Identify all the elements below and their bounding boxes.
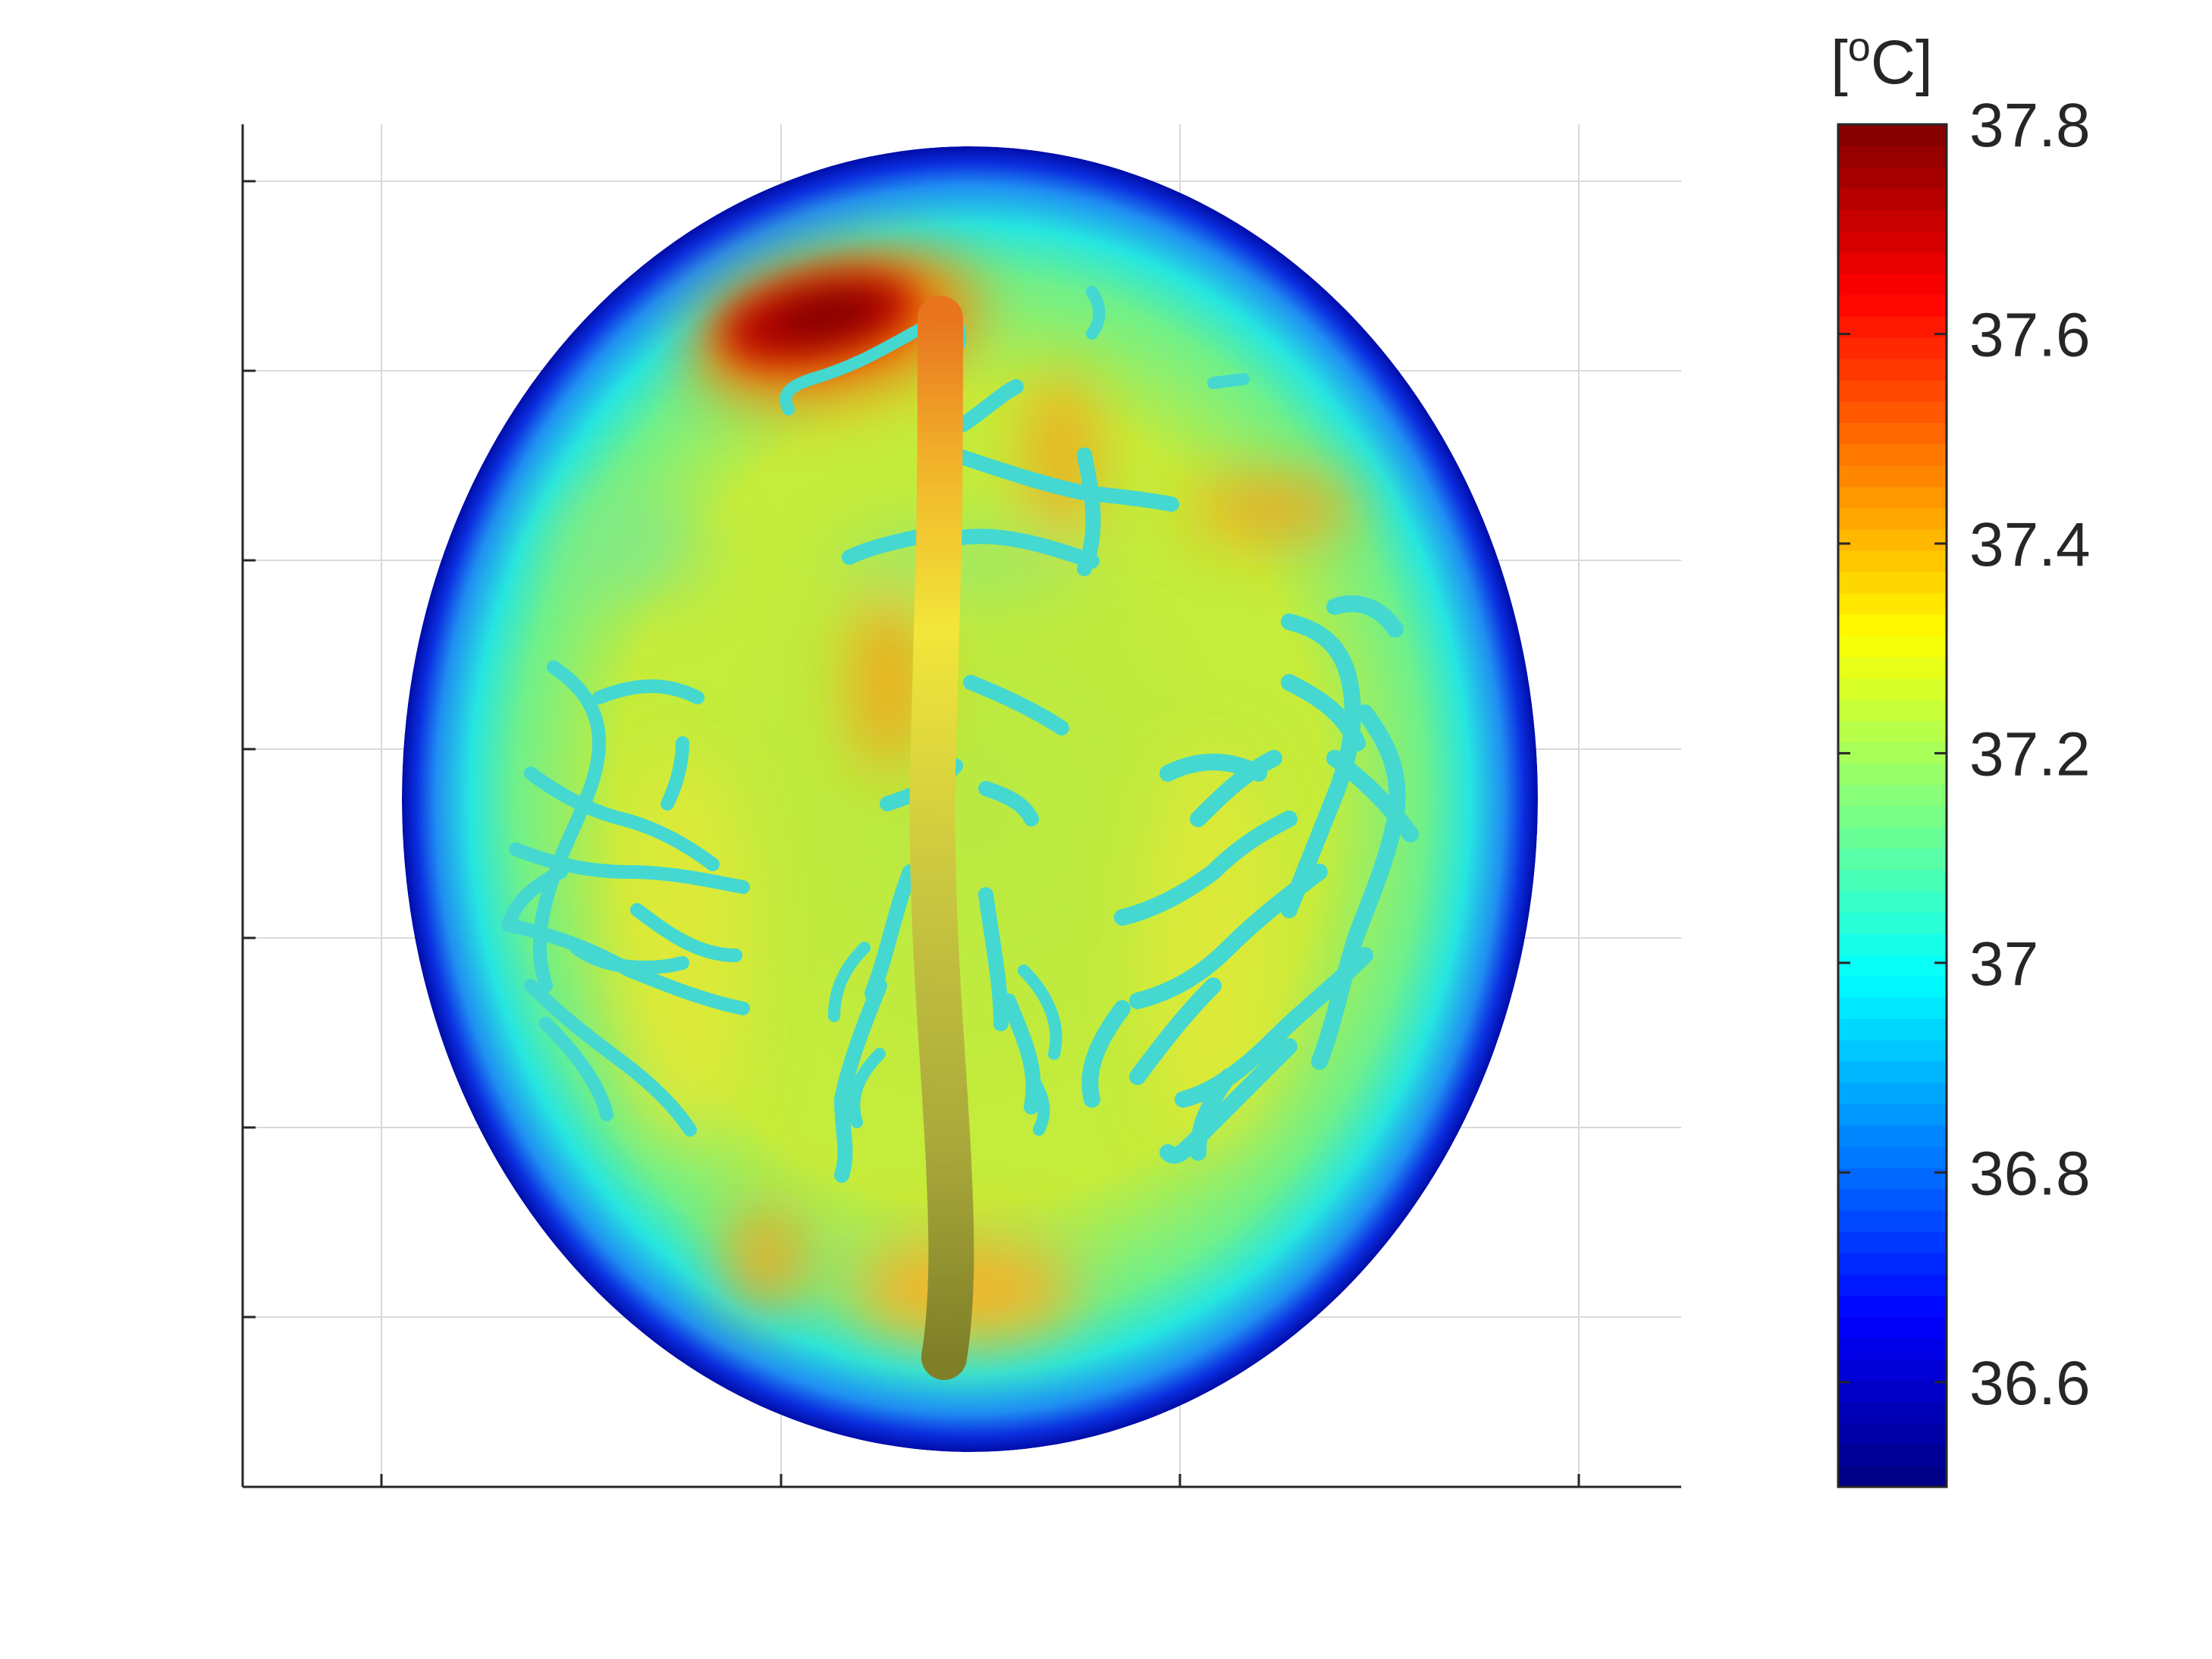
colorbar-segment: [1838, 124, 1947, 146]
vessel-tree: [501, 286, 1419, 1380]
colorbar-segment: [1838, 784, 1947, 807]
colorbar-segment: [1838, 507, 1947, 530]
colorbar-segment: [1838, 337, 1947, 359]
colorbar-segment: [1838, 1380, 1947, 1403]
axis-ticks: [243, 180, 1580, 1487]
cool-patch-left: [554, 493, 705, 599]
colorbar-segment: [1838, 1082, 1947, 1105]
vessel-branches-right: [1081, 595, 1419, 1164]
colorbar-segment: [1838, 401, 1947, 423]
colorbar-segment: [1838, 613, 1947, 636]
vessel-branches-left: [501, 660, 750, 1137]
colorbar-segment: [1838, 976, 1947, 999]
colorbar-segment: [1838, 720, 1947, 743]
colorbar-segment: [1838, 763, 1947, 786]
colorbar-frame: [1837, 123, 1948, 1488]
colorbar-segment: [1838, 933, 1947, 955]
colorbar-segment: [1838, 1167, 1947, 1190]
colorbar-segment: [1838, 848, 1947, 870]
colorbar-segment: [1838, 826, 1947, 849]
colorbar-segment: [1838, 805, 1947, 828]
colorbar-segment: [1838, 1103, 1947, 1126]
colorbar-segment: [1838, 294, 1947, 317]
vessel-branches-center-low: [828, 942, 1062, 1136]
colorbar-segment: [1838, 699, 1947, 721]
colorbar-segment: [1838, 1253, 1947, 1275]
colorbar-tick-label: 37: [1969, 930, 2038, 999]
colorbar-tick-label: 36.6: [1969, 1349, 2091, 1418]
colorbar-tick-label: 37.6: [1969, 300, 2091, 369]
colorbar-segment: [1838, 997, 1947, 1020]
colorbar-segment: [1838, 911, 1947, 934]
colorbar-segment: [1838, 1295, 1947, 1318]
colorbar-segment: [1838, 231, 1947, 253]
colorbar-segment: [1838, 1316, 1947, 1339]
colorbar: 36.6 36.8 37 37.2 37.4 37.6 37.8 [oC]: [1831, 24, 2091, 1488]
colorbar-segment: [1838, 1061, 1947, 1084]
colorbar-gradient: [1838, 124, 1947, 1488]
colorbar-segment: [1838, 571, 1947, 594]
colorbar-segment: [1838, 955, 1947, 977]
colorbar-segment: [1838, 1146, 1947, 1168]
colorbar-segment: [1838, 678, 1947, 700]
colorbar-segment: [1838, 486, 1947, 509]
colorbar-segment: [1838, 1274, 1947, 1297]
colorbar-segment: [1838, 1422, 1947, 1445]
colorbar-tick-label: 36.8: [1969, 1139, 2091, 1208]
colorbar-segment: [1838, 635, 1947, 657]
colorbar-segment: [1838, 146, 1947, 168]
colorbar-unit-label: [oC]: [1831, 24, 1933, 97]
colorbar-tick-label: 37.8: [1969, 91, 2091, 160]
hotspot-lateral-right: [1191, 478, 1357, 538]
colorbar-segment: [1838, 742, 1947, 764]
colorbar-segment: [1838, 1338, 1947, 1360]
colorbar-segment: [1838, 869, 1947, 892]
colorbar-segment: [1838, 1040, 1947, 1062]
colorbar-segment: [1838, 1124, 1947, 1147]
colorbar-segment: [1838, 273, 1947, 296]
colorbar-segment: [1838, 465, 1947, 488]
colorbar-segment: [1838, 167, 1947, 190]
colorbar-segment: [1838, 1465, 1947, 1488]
colorbar-segment: [1838, 358, 1947, 381]
colorbar-segment: [1838, 422, 1947, 444]
colorbar-segment: [1838, 656, 1947, 679]
colorbar-segment: [1838, 444, 1947, 466]
colorbar-segment: [1838, 550, 1947, 572]
colorbar-segment: [1838, 1209, 1947, 1232]
colorbar-segment: [1838, 1231, 1947, 1253]
colorbar-segment: [1838, 1359, 1947, 1381]
colorbar-tick-label: 37.4: [1969, 510, 2091, 579]
hotspot-central-left: [853, 591, 921, 773]
colorbar-segment: [1838, 252, 1947, 274]
vessel-main-trunk: [909, 296, 974, 1380]
colorbar-segment: [1838, 209, 1947, 232]
colorbar-segment: [1838, 1188, 1947, 1211]
colorbar-segment: [1838, 1401, 1947, 1424]
colorbar-segment: [1838, 592, 1947, 615]
colorbar-tick-label: 37.2: [1969, 720, 2091, 789]
colorbar-segment: [1838, 528, 1947, 551]
colorbar-segment: [1838, 188, 1947, 211]
colorbar-segment: [1838, 379, 1947, 402]
colorbar-ticks: 36.6 36.8 37 37.2 37.4 37.6 37.8: [1838, 91, 2091, 1418]
colorbar-segment: [1838, 1444, 1947, 1466]
colorbar-segment: [1838, 315, 1947, 338]
colorbar-segment: [1838, 1018, 1947, 1041]
hotspot-occipital-left: [728, 1206, 804, 1312]
colorbar-segment: [1838, 890, 1947, 913]
hotspot-frontal-inner: [774, 290, 879, 340]
